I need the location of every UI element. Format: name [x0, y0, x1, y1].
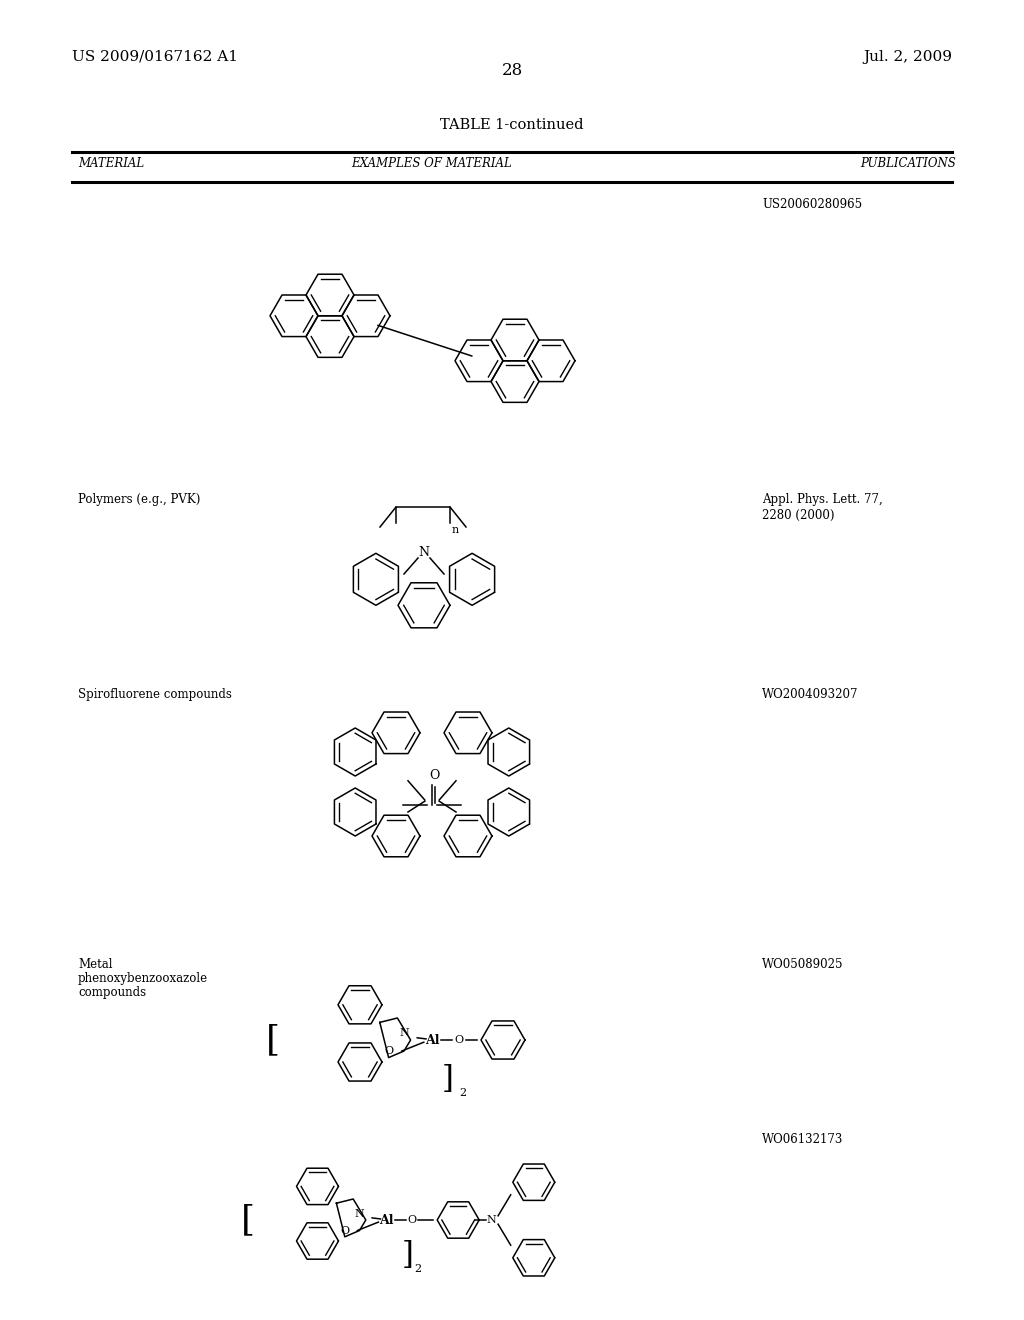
Text: N: N [487, 1214, 497, 1225]
Text: compounds: compounds [78, 986, 146, 999]
Text: Jul. 2, 2009: Jul. 2, 2009 [863, 50, 952, 63]
Text: TABLE 1-continued: TABLE 1-continued [440, 117, 584, 132]
Text: MATERIAL: MATERIAL [78, 157, 144, 170]
Text: ]: ] [442, 1064, 454, 1096]
Text: O: O [429, 770, 439, 781]
Text: O: O [340, 1225, 349, 1236]
Text: [: [ [241, 1203, 255, 1237]
Text: US 2009/0167162 A1: US 2009/0167162 A1 [72, 50, 238, 63]
Text: Polymers (e.g., PVK): Polymers (e.g., PVK) [78, 492, 201, 506]
Text: Al: Al [380, 1213, 394, 1226]
Text: Al: Al [425, 1034, 440, 1047]
Text: 2: 2 [414, 1265, 421, 1274]
Text: Metal: Metal [78, 958, 113, 972]
Text: 28: 28 [502, 62, 522, 79]
Text: N: N [419, 545, 429, 558]
Text: PUBLICATIONS: PUBLICATIONS [860, 157, 955, 170]
Text: [: [ [266, 1023, 280, 1057]
Text: O: O [384, 1045, 393, 1056]
Text: WO2004093207: WO2004093207 [762, 688, 858, 701]
Text: N: N [399, 1028, 409, 1039]
Text: EXAMPLES OF MATERIAL: EXAMPLES OF MATERIAL [351, 157, 512, 170]
Text: US20060280965: US20060280965 [762, 198, 862, 211]
Text: O: O [408, 1214, 417, 1225]
Text: N: N [354, 1209, 365, 1218]
Text: WO05089025: WO05089025 [762, 958, 844, 972]
Text: n: n [452, 525, 459, 535]
Text: Appl. Phys. Lett. 77,: Appl. Phys. Lett. 77, [762, 492, 883, 506]
Text: phenoxybenzooxazole: phenoxybenzooxazole [78, 972, 208, 985]
Text: 2280 (2000): 2280 (2000) [762, 510, 835, 521]
Text: ]: ] [401, 1241, 414, 1271]
Text: Spirofluorene compounds: Spirofluorene compounds [78, 688, 231, 701]
Text: 2: 2 [459, 1089, 466, 1098]
Text: O: O [455, 1035, 464, 1045]
Text: WO06132173: WO06132173 [762, 1133, 844, 1146]
